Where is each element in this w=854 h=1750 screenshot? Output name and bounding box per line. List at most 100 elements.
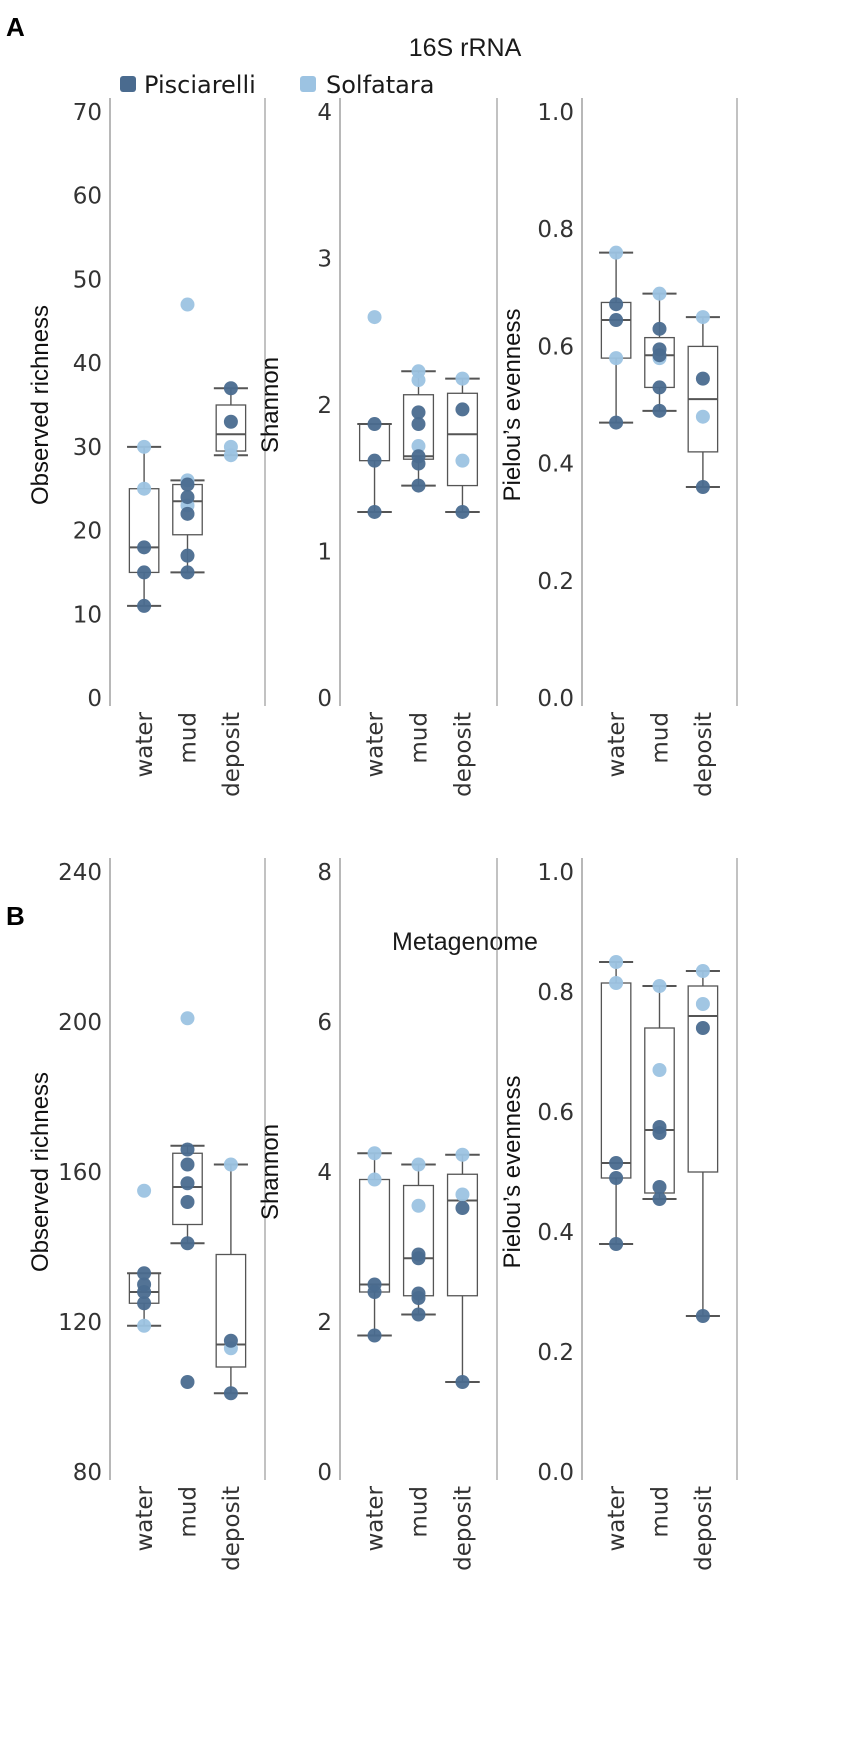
x-tick-label-water: water bbox=[604, 711, 630, 777]
y-axis-title: Pielou’s evenness bbox=[499, 1075, 526, 1268]
data-point-pisciarelli bbox=[695, 371, 710, 386]
data-point-solfatara bbox=[695, 964, 710, 978]
data-point-solfatara bbox=[223, 439, 238, 454]
box-iqr bbox=[687, 985, 719, 1173]
box-water bbox=[599, 961, 634, 1245]
data-point-solfatara bbox=[367, 1172, 382, 1187]
data-point-pisciarelli bbox=[137, 565, 152, 580]
box-deposit bbox=[445, 377, 480, 513]
y-tick-label: 1.0 bbox=[537, 100, 574, 126]
y-tick-label: 0 bbox=[317, 1460, 332, 1486]
data-point-pisciarelli bbox=[180, 1157, 195, 1172]
chart-metagenome-observed-richness: 80 120 160 200 240 Observed richness water mud d… bbox=[27, 858, 266, 1571]
y-tick-label: 20 bbox=[73, 519, 102, 545]
data-point-pisciarelli bbox=[609, 1156, 624, 1170]
data-point-pisciarelli bbox=[695, 480, 710, 495]
legend-label-pisciarelli: Pisciarelli bbox=[144, 71, 256, 99]
y-tick-label: 1 bbox=[317, 540, 332, 566]
data-point-pisciarelli bbox=[652, 1180, 667, 1194]
data-point-pisciarelli bbox=[223, 1386, 238, 1401]
panel-label-a: A bbox=[6, 12, 25, 42]
section-title-a: 16S rRNA bbox=[409, 34, 522, 62]
box-mud bbox=[642, 985, 677, 1200]
x-tick-label-water: water bbox=[363, 1485, 389, 1551]
data-point-pisciarelli bbox=[652, 380, 667, 395]
data-point-pisciarelli bbox=[180, 506, 195, 521]
data-point-pisciarelli bbox=[652, 403, 667, 418]
y-tick-label: 240 bbox=[58, 860, 102, 886]
y-tick-label: 2 bbox=[317, 393, 332, 419]
data-point-solfatara bbox=[609, 351, 624, 366]
y-tick-label: 50 bbox=[73, 267, 102, 293]
data-point-solfatara bbox=[695, 409, 710, 424]
y-tick-label: 4 bbox=[317, 100, 332, 126]
data-point-pisciarelli bbox=[609, 313, 624, 328]
data-point-solfatara bbox=[180, 297, 195, 312]
y-tick-label: 0.6 bbox=[537, 334, 574, 360]
data-point-pisciarelli bbox=[367, 417, 382, 432]
data-point-solfatara bbox=[223, 1157, 238, 1172]
y-axis-title: Shannon bbox=[257, 1124, 284, 1220]
data-point-solfatara bbox=[411, 1157, 426, 1172]
y-tick-label: 30 bbox=[73, 435, 102, 461]
data-point-solfatara bbox=[652, 979, 667, 993]
data-point-solfatara bbox=[652, 286, 667, 301]
y-axis-title: Shannon bbox=[257, 357, 284, 453]
data-point-pisciarelli bbox=[411, 1286, 426, 1301]
data-point-pisciarelli bbox=[137, 1266, 152, 1281]
data-point-pisciarelli bbox=[137, 1277, 152, 1292]
x-tick-label-deposit: deposit bbox=[691, 712, 717, 797]
data-point-pisciarelli bbox=[609, 1237, 624, 1251]
data-point-solfatara bbox=[455, 453, 470, 468]
box-water bbox=[599, 251, 634, 424]
data-point-pisciarelli bbox=[455, 402, 470, 417]
data-point-pisciarelli bbox=[180, 1176, 195, 1191]
x-tick-label-water: water bbox=[132, 711, 158, 777]
data-point-pisciarelli bbox=[367, 1328, 382, 1343]
y-tick-label: 0.8 bbox=[537, 217, 574, 243]
data-point-solfatara bbox=[367, 1146, 382, 1161]
data-point-pisciarelli bbox=[180, 548, 195, 563]
y-tick-label: 70 bbox=[73, 100, 102, 126]
box-iqr bbox=[600, 982, 632, 1179]
x-tick-label-water: water bbox=[363, 711, 389, 777]
y-tick-label: 0 bbox=[87, 686, 102, 712]
data-point-solfatara bbox=[411, 1198, 426, 1213]
y-tick-label: 60 bbox=[73, 184, 102, 210]
chart-16s-observed-richness: 0 10 20 30 40 50 60 70 Observed richness water mud… bbox=[27, 98, 266, 797]
data-point-pisciarelli bbox=[652, 1192, 667, 1206]
x-tick-label-deposit: deposit bbox=[691, 1486, 717, 1571]
box-water bbox=[127, 445, 162, 607]
y-axis-title: Pielou’s evenness bbox=[499, 308, 526, 501]
data-point-solfatara bbox=[137, 439, 152, 454]
data-point-pisciarelli bbox=[695, 1021, 710, 1035]
y-tick-label: 6 bbox=[317, 1010, 332, 1036]
box-iqr bbox=[358, 1178, 391, 1293]
chart-16s-pielou-evenness: 0.0 0.2 0.4 0.6 0.8 1.0 Pielou’s evenness water… bbox=[499, 98, 738, 797]
data-point-pisciarelli bbox=[180, 490, 195, 505]
data-point-solfatara bbox=[411, 364, 426, 379]
section-title-b: Metagenome bbox=[392, 928, 538, 956]
data-point-pisciarelli bbox=[411, 478, 426, 493]
y-tick-label: 1.0 bbox=[537, 860, 574, 886]
x-tick-label-mud: mud bbox=[648, 1486, 674, 1538]
data-point-pisciarelli bbox=[411, 405, 426, 420]
data-point-pisciarelli bbox=[455, 1375, 470, 1389]
data-point-pisciarelli bbox=[652, 1120, 667, 1134]
data-point-pisciarelli bbox=[137, 540, 152, 555]
data-point-pisciarelli bbox=[223, 1333, 238, 1348]
x-tick-label-deposit: deposit bbox=[450, 1486, 476, 1571]
data-point-pisciarelli bbox=[223, 381, 238, 396]
x-tick-label-water: water bbox=[132, 1485, 158, 1551]
y-tick-label: 40 bbox=[73, 351, 102, 377]
x-tick-label-deposit: deposit bbox=[219, 712, 245, 797]
x-tick-label-water: water bbox=[604, 1485, 630, 1551]
data-point-solfatara bbox=[137, 481, 152, 496]
legend-swatch-pisciarelli bbox=[120, 76, 136, 92]
data-point-solfatara bbox=[137, 1318, 152, 1333]
x-tick-label-mud: mud bbox=[176, 712, 202, 764]
data-point-solfatara bbox=[411, 439, 426, 454]
data-point-solfatara bbox=[609, 976, 624, 990]
data-point-pisciarelli bbox=[180, 1236, 195, 1251]
